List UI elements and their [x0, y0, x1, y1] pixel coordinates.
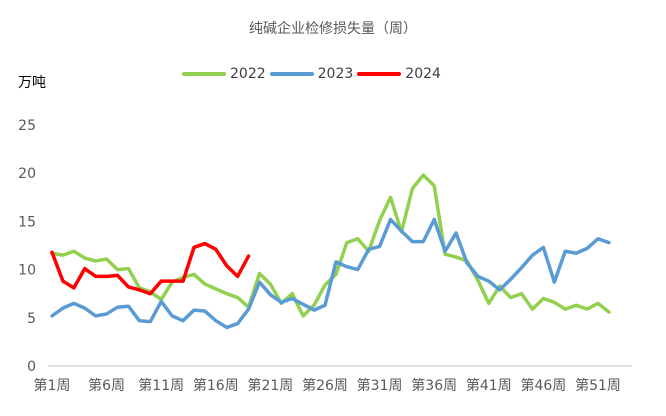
chart-title: 纯碱企业检修损失量（周） [249, 21, 417, 37]
legend-label-2024: 2024 [405, 66, 441, 82]
x-tick-label: 第1周 [34, 377, 71, 394]
x-tick-label: 第26周 [302, 377, 348, 394]
series-line-2022 [50, 173, 611, 318]
x-tick-label: 第46周 [520, 377, 566, 394]
series-line-2024 [50, 241, 251, 296]
x-tick-label: 第36周 [411, 377, 457, 394]
x-tick-label: 第21周 [247, 377, 293, 394]
legend-label-2023: 2023 [317, 66, 354, 82]
x-tick-label: 第11周 [138, 377, 184, 394]
series-lines [50, 173, 611, 330]
x-tick-label: 第51周 [575, 377, 621, 394]
y-tick-label: 0 [27, 359, 36, 375]
legend-item-2023: 2023 [269, 66, 354, 82]
legend-swatch-2024 [357, 72, 402, 76]
y-axis: 0 5 10 15 20 25 [18, 118, 36, 375]
legend-item-2024: 2024 [357, 66, 441, 82]
y-tick-label: 15 [18, 214, 36, 230]
legend-label-2022: 2022 [230, 66, 266, 82]
x-tick-label: 第6周 [88, 377, 125, 394]
y-tick-label: 20 [18, 166, 36, 182]
legend-item-2022: 2022 [182, 66, 266, 82]
legend: 2022 2023 2024 [182, 66, 445, 82]
x-axis: 第1周 第6周 第11周 第16周 第21周 第26周 第31周 第36周 第41周 第46周 第5… [34, 377, 621, 394]
y-tick-label: 5 [27, 311, 36, 327]
legend-swatch-2022 [182, 72, 226, 76]
x-tick-label: 第41周 [466, 377, 512, 394]
series-line-2023 [50, 217, 611, 330]
y-tick-label: 10 [18, 263, 36, 279]
y-tick-label: 25 [18, 118, 36, 134]
x-tick-label: 第31周 [357, 377, 403, 394]
legend-swatch-2023 [269, 72, 314, 76]
y-axis-unit: 万吨 [18, 75, 46, 91]
x-tick-label: 第16周 [193, 377, 239, 394]
